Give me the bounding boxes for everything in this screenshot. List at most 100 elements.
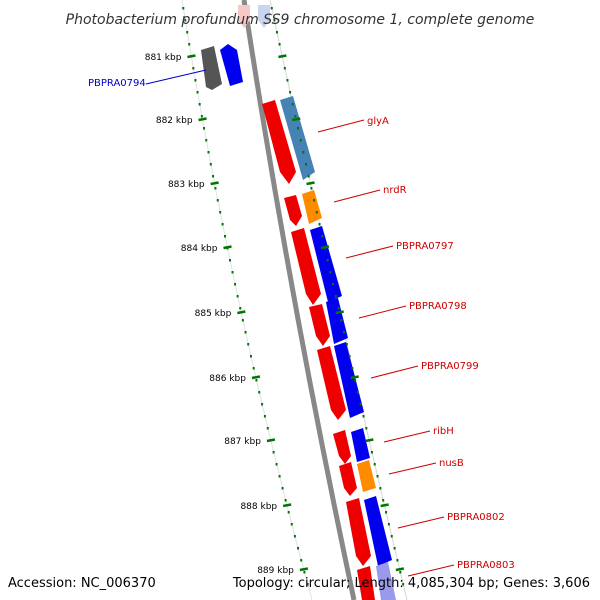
cds-PBPRA0794[interactable] xyxy=(220,44,243,86)
inner-minor-tick xyxy=(249,355,252,358)
gene-label[interactable]: PBPRA0797 xyxy=(396,241,454,252)
inner-minor-tick xyxy=(241,319,244,322)
gene-label[interactable]: PBPRA0799 xyxy=(421,361,479,372)
inner-major-tick xyxy=(266,438,276,443)
outer-major-tick xyxy=(380,503,389,508)
outer-major-tick xyxy=(278,54,287,59)
outer-minor-tick xyxy=(270,7,273,10)
tick-label: 888 kbp xyxy=(240,502,277,512)
cds-PBPRA0802[interactable] xyxy=(364,496,392,566)
outer-minor-tick xyxy=(337,307,340,310)
inner-minor-tick xyxy=(297,547,300,550)
outer-minor-tick xyxy=(310,187,313,190)
cds-gene-red-3[interactable] xyxy=(291,228,321,305)
gene-label[interactable]: PBPRA0798 xyxy=(409,301,467,312)
outer-major-tick xyxy=(365,438,374,443)
inner-major-tick xyxy=(187,54,196,59)
cds-PBPRA0799[interactable] xyxy=(334,342,364,418)
outer-minor-tick xyxy=(354,379,357,382)
outer-minor-tick xyxy=(356,391,359,394)
cds-gene-red-5[interactable] xyxy=(317,346,346,420)
inner-minor-tick xyxy=(239,307,242,310)
gene-label-leader xyxy=(145,69,207,85)
outer-minor-tick xyxy=(343,331,346,334)
outer-major-tick xyxy=(395,567,405,572)
inner-minor-tick xyxy=(275,463,278,466)
cds-PBPRA0798[interactable] xyxy=(326,298,348,344)
cds-nrdR[interactable] xyxy=(302,190,322,224)
gene-label[interactable]: nusB xyxy=(439,458,464,469)
cds-glyA[interactable] xyxy=(280,96,315,180)
inner-minor-tick xyxy=(184,19,187,22)
outer-minor-tick xyxy=(334,295,337,298)
accession-text: Accession: NC_006370 xyxy=(8,576,156,591)
outer-minor-tick xyxy=(340,319,343,322)
outer-minor-tick xyxy=(289,91,292,94)
inner-minor-tick xyxy=(192,67,195,70)
cds-features xyxy=(201,44,396,600)
inner-minor-tick xyxy=(214,187,217,190)
gene-label[interactable]: ribH xyxy=(433,426,454,437)
outer-minor-tick xyxy=(387,523,390,526)
outer-minor-tick xyxy=(396,559,399,562)
outer-minor-tick xyxy=(359,403,362,406)
inner-minor-tick xyxy=(203,127,206,130)
outer-minor-tick xyxy=(379,487,382,490)
cds-gene-red-1[interactable] xyxy=(262,100,296,184)
cds-gene-red-7[interactable] xyxy=(339,462,357,496)
gene-label[interactable]: nrdR xyxy=(383,185,407,196)
outer-major-tick xyxy=(292,117,301,122)
gene-label-leader xyxy=(333,189,381,203)
inner-minor-tick xyxy=(300,559,303,562)
gene-label[interactable]: glyA xyxy=(367,116,389,127)
gene-label-leader xyxy=(407,564,455,577)
gene-label-leader xyxy=(317,119,365,133)
cds-gene-red-4[interactable] xyxy=(309,304,330,346)
inner-minor-tick xyxy=(228,259,231,262)
outer-minor-tick xyxy=(345,343,348,346)
outer-minor-tick xyxy=(370,451,373,454)
inner-minor-tick xyxy=(219,211,222,214)
outer-minor-tick xyxy=(302,151,305,154)
cds-gene-red-2[interactable] xyxy=(284,195,302,226)
inner-minor-tick xyxy=(281,487,284,490)
gene-label-leader xyxy=(370,365,419,379)
cds-gene-red-9[interactable] xyxy=(357,566,375,600)
cds-PBPRA0803[interactable] xyxy=(376,562,396,600)
inner-minor-tick xyxy=(252,367,255,370)
outer-minor-tick xyxy=(390,535,393,538)
ring-inner-edge xyxy=(181,0,313,600)
inner-minor-tick xyxy=(244,331,247,334)
tick-label: 884 kbp xyxy=(181,244,218,254)
inner-minor-tick xyxy=(236,295,239,298)
gene-label[interactable]: PBPRA0802 xyxy=(447,512,505,523)
outer-minor-tick xyxy=(297,127,300,130)
outer-minor-tick xyxy=(294,115,297,118)
outer-minor-tick xyxy=(365,427,368,430)
inner-minor-tick xyxy=(205,139,208,142)
map-title: Photobacterium profundum SS9 chromosome … xyxy=(66,12,535,28)
outer-minor-tick xyxy=(385,511,388,514)
cds-faint-blue xyxy=(258,5,270,28)
cds-gene-red-6[interactable] xyxy=(333,430,351,464)
inner-minor-tick xyxy=(221,223,224,226)
inner-major-tick xyxy=(223,245,232,250)
outer-minor-tick xyxy=(307,175,310,178)
outer-major-tick xyxy=(335,310,344,315)
gene-label-leader xyxy=(388,462,437,475)
cds-ribH[interactable] xyxy=(351,428,370,462)
tick-label: 886 kbp xyxy=(209,374,246,384)
outer-minor-tick xyxy=(305,163,308,166)
backbone-line xyxy=(241,0,357,600)
inner-minor-tick xyxy=(209,163,212,166)
gene-label[interactable]: PBPRA0803 xyxy=(457,560,515,571)
outer-minor-tick xyxy=(283,67,286,70)
inner-major-tick xyxy=(210,181,219,186)
gene-label[interactable]: PBPRA0794 xyxy=(88,78,146,89)
cds-gene-red-8[interactable] xyxy=(346,498,371,566)
inner-minor-tick xyxy=(293,535,296,538)
inner-minor-ticks xyxy=(182,7,309,586)
cds-nusB[interactable] xyxy=(357,460,376,492)
cds-faint-red xyxy=(238,5,250,28)
